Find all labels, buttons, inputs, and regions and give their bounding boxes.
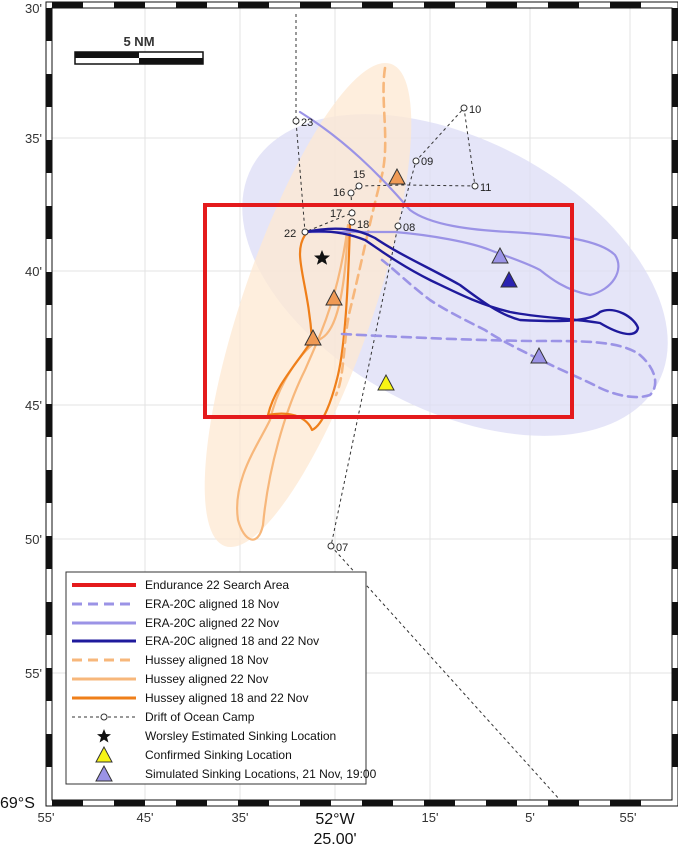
era-18and22nov-track bbox=[303, 227, 640, 336]
legend-label: Simulated Sinking Locations, 21 Nov, 19:… bbox=[145, 767, 377, 781]
legend-label: ERA-20C aligned 18 Nov bbox=[145, 597, 279, 611]
lon-center-label: 52°W bbox=[315, 811, 355, 828]
legend-label: Hussey aligned 18 Nov bbox=[145, 653, 268, 667]
camp-point-labels: 07 08 09 10 11 15 16 17 18 22 23 bbox=[284, 104, 491, 554]
lon-tick: 15' bbox=[422, 810, 439, 825]
era-sim-triangle-1 bbox=[491, 246, 509, 264]
map-frame bbox=[45, 1, 678, 807]
camp-point-18 bbox=[348, 218, 356, 226]
latitude-ticks: 30' 35' 40' 45' 50' 55' 69°S bbox=[0, 1, 42, 812]
camp-point-22 bbox=[301, 228, 309, 236]
legend-label: Confirmed Sinking Location bbox=[145, 748, 292, 762]
hussey-sim-triangle-3 bbox=[304, 328, 322, 346]
longitude-ticks: 55' 45' 35' 52°W 15' 5' 55' 25.00' bbox=[38, 810, 637, 848]
era-tracks bbox=[298, 110, 657, 399]
legend-label: Drift of Ocean Camp bbox=[145, 710, 255, 724]
camp-point-08 bbox=[394, 222, 402, 230]
hussey-sim-triangle-1 bbox=[388, 167, 406, 185]
legend-label: Endurance 22 Search Area bbox=[145, 578, 289, 592]
lat-tick: 50' bbox=[25, 532, 42, 547]
lon-tick: 5' bbox=[525, 810, 535, 825]
search-area-rect bbox=[203, 203, 574, 419]
camp-point-09 bbox=[412, 157, 420, 165]
camp-point-23 bbox=[292, 117, 300, 125]
lon-tick: 45' bbox=[137, 810, 154, 825]
camp-point-11 bbox=[471, 182, 479, 190]
lat-tick: 35' bbox=[25, 131, 42, 146]
camp-label-11: 11 bbox=[480, 182, 491, 194]
lon-sub-label: 25.00' bbox=[313, 831, 356, 848]
legend: Endurance 22 Search Area ERA-20C aligned… bbox=[65, 571, 377, 785]
legend-label: ERA-20C aligned 18 and 22 Nov bbox=[145, 634, 319, 648]
hussey-18nov-track bbox=[334, 66, 387, 397]
scale-bar-label: 5 NM bbox=[123, 34, 154, 49]
lon-tick: 55' bbox=[38, 810, 55, 825]
lon-tick: 55' bbox=[620, 810, 637, 825]
camp-label-08: 08 bbox=[403, 222, 415, 234]
camp-label-10: 10 bbox=[469, 104, 481, 116]
lon-tick: 35' bbox=[232, 810, 249, 825]
legend-symbol-yellow-triangle bbox=[95, 745, 113, 763]
lat-tick: 30' bbox=[25, 1, 42, 16]
legend-label: Hussey aligned 18 and 22 Nov bbox=[145, 691, 308, 705]
legend-label: Hussey aligned 22 Nov bbox=[145, 672, 268, 686]
camp-point-10 bbox=[460, 104, 468, 112]
lat-tick: 40' bbox=[25, 264, 42, 279]
lat-tick: 55' bbox=[25, 666, 42, 681]
camp-point-07 bbox=[327, 542, 335, 550]
scale-bar: 5 NM bbox=[74, 34, 204, 65]
corner-lat-label: 69°S bbox=[0, 795, 35, 812]
camp-points bbox=[292, 104, 479, 550]
camp-label-18: 18 bbox=[357, 219, 369, 231]
legend-symbol-star bbox=[97, 729, 111, 743]
camp-label-23: 23 bbox=[301, 117, 313, 129]
lat-tick: 45' bbox=[25, 398, 42, 413]
camp-point-15 bbox=[355, 182, 363, 190]
legend-symbol-blue-triangle bbox=[95, 764, 113, 782]
worsley-star bbox=[314, 250, 330, 265]
hussey-22nov-track bbox=[236, 223, 350, 541]
camp-label-22: 22 bbox=[284, 228, 296, 240]
hussey-sim-triangle-2 bbox=[325, 288, 343, 306]
camp-point-17 bbox=[348, 209, 356, 217]
era-sim-triangle-2 bbox=[500, 270, 518, 288]
camp-label-07: 07 bbox=[336, 542, 348, 554]
camp-label-15: 15 bbox=[353, 169, 365, 181]
era-22nov-track bbox=[298, 110, 620, 297]
camp-label-16: 16 bbox=[333, 187, 345, 199]
era-sim-triangle-3 bbox=[530, 346, 548, 364]
sinking-markers bbox=[304, 167, 548, 391]
camp-label-09: 09 bbox=[421, 156, 433, 168]
confirmed-sinking-triangle bbox=[377, 373, 395, 391]
legend-label: Worsley Estimated Sinking Location bbox=[145, 729, 336, 743]
camp-label-17: 17 bbox=[330, 208, 342, 220]
era-18nov-track bbox=[340, 258, 657, 399]
legend-label: ERA-20C aligned 22 Nov bbox=[145, 616, 279, 630]
camp-point-16 bbox=[347, 189, 355, 197]
